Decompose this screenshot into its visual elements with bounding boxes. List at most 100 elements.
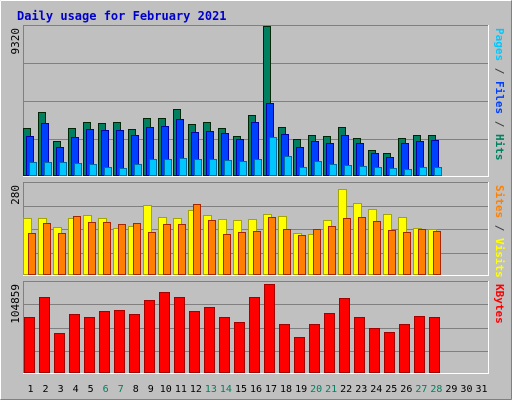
bar-sites-day-23 (358, 217, 366, 275)
bar-kbytes-day-20 (309, 324, 320, 373)
side-label-part: / (493, 218, 506, 238)
x-tick-label-day-29: 29 (445, 384, 457, 395)
bar-sites-day-22 (343, 218, 351, 275)
panel-visits-sites: 280 Sites / Visits (9, 182, 506, 278)
x-tick-label-day-27: 27 (415, 384, 427, 395)
bar-sites-day-7 (118, 224, 126, 275)
bar-pages-day-22 (344, 165, 352, 176)
bar-kbytes-day-19 (294, 337, 305, 373)
x-tick-label-day-16: 16 (250, 384, 262, 395)
bar-pages-day-9 (149, 159, 157, 176)
bar-kbytes-day-18 (279, 324, 290, 373)
bar-sites-day-28 (433, 231, 441, 275)
x-tick-label-day-3: 3 (58, 384, 64, 395)
bar-sites-day-8 (133, 223, 141, 275)
bar-kbytes-day-2 (39, 297, 50, 373)
bar-kbytes-day-7 (114, 310, 125, 373)
x-tick-label-day-24: 24 (370, 384, 382, 395)
x-tick-label-day-25: 25 (385, 384, 397, 395)
bar-sites-day-1 (28, 233, 36, 275)
bar-pages-day-13 (209, 159, 217, 176)
x-tick-label-day-15: 15 (235, 384, 247, 395)
x-tick-label-day-4: 4 (73, 384, 79, 395)
x-tick-label-day-5: 5 (88, 384, 94, 395)
bar-kbytes-day-4 (69, 314, 80, 373)
bar-pages-day-16 (254, 159, 262, 176)
bar-kbytes-day-9 (144, 300, 155, 373)
x-tick-label-day-11: 11 (175, 384, 187, 395)
x-tick-label-day-18: 18 (280, 384, 292, 395)
bar-kbytes-day-22 (339, 298, 350, 373)
bar-kbytes-day-26 (399, 324, 410, 373)
side-label: Sites / Visits (493, 185, 506, 278)
bar-pages-day-27 (419, 167, 427, 176)
bar-sites-day-11 (178, 224, 186, 275)
bar-pages-day-17 (269, 137, 277, 176)
bar-pages-day-1 (29, 162, 37, 176)
side-label-part: / (493, 61, 506, 81)
bar-pages-day-23 (359, 166, 367, 176)
bar-pages-day-15 (239, 161, 247, 176)
bar-kbytes-day-3 (54, 333, 65, 373)
x-tick-label-day-17: 17 (265, 384, 277, 395)
bar-sites-day-16 (253, 231, 261, 275)
bar-pages-day-21 (329, 164, 337, 176)
chart-title: Daily usage for February 2021 (17, 9, 227, 23)
side-label-part: Visits (493, 238, 506, 278)
x-tick-label-day-2: 2 (43, 384, 49, 395)
x-tick-label-day-26: 26 (400, 384, 412, 395)
bar-kbytes-day-12 (189, 311, 200, 373)
bar-kbytes-day-27 (414, 316, 425, 373)
bar-pages-day-4 (74, 163, 82, 176)
bar-pages-day-6 (104, 167, 112, 176)
bar-pages-day-12 (194, 159, 202, 176)
bar-sites-day-10 (163, 224, 171, 275)
bar-kbytes-day-13 (204, 307, 215, 373)
series-kbytes (24, 284, 440, 373)
x-tick-label-day-20: 20 (310, 384, 322, 395)
bar-pages-day-26 (404, 169, 412, 176)
bar-kbytes-day-5 (84, 317, 95, 373)
bar-sites-day-25 (388, 230, 396, 275)
x-tick-label-day-13: 13 (205, 384, 217, 395)
x-tick-label-day-1: 1 (28, 384, 34, 395)
x-tick-label-day-7: 7 (118, 384, 124, 395)
bar-kbytes-day-16 (249, 297, 260, 373)
chart-panels: 9320 Pages / Files / Hits 280 Sites / Visit… (9, 25, 506, 374)
bar-kbytes-day-21 (324, 313, 335, 373)
bar-kbytes-day-24 (369, 328, 380, 373)
bar-pages-day-3 (59, 162, 67, 176)
bar-pages-day-8 (134, 164, 142, 176)
bar-pages-day-28 (434, 167, 442, 176)
bar-sites-day-18 (283, 229, 291, 275)
x-tick-label-day-12: 12 (190, 384, 202, 395)
side-label-part: Sites (493, 185, 506, 218)
bar-sites-day-6 (103, 222, 111, 275)
bar-sites-day-9 (148, 232, 156, 275)
side-label: KBytes (493, 284, 506, 324)
x-tick-label-day-28: 28 (430, 384, 442, 395)
bar-kbytes-day-10 (159, 292, 170, 373)
bar-sites-day-19 (298, 235, 306, 275)
bar-kbytes-day-28 (429, 317, 440, 373)
bar-kbytes-day-17 (264, 284, 275, 373)
bar-sites-day-4 (73, 216, 81, 275)
y-max-label: 9320 (9, 28, 22, 55)
x-tick-label-day-19: 19 (295, 384, 307, 395)
bar-sites-day-5 (88, 222, 96, 275)
bar-kbytes-day-6 (99, 311, 110, 373)
x-tick-label-day-9: 9 (148, 384, 154, 395)
bar-pages-day-20 (314, 161, 322, 176)
bar-kbytes-day-1 (24, 317, 35, 373)
bar-pages-day-14 (224, 160, 232, 176)
bar-sites-day-24 (373, 221, 381, 275)
panel-hits-files-pages: 9320 Pages / Files / Hits (9, 25, 506, 177)
bar-sites-day-13 (208, 220, 216, 275)
side-label: Pages / Files / Hits (493, 28, 506, 161)
y-max-label: 280 (9, 185, 22, 205)
series-pages (29, 137, 442, 176)
bar-kbytes-day-14 (219, 317, 230, 373)
bar-sites-day-17 (268, 217, 276, 275)
x-tick-label-day-8: 8 (133, 384, 139, 395)
